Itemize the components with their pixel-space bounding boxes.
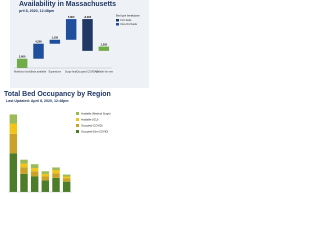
bar-segment bbox=[9, 114, 18, 124]
bar-segment bbox=[20, 163, 28, 168]
bar-segment bbox=[52, 173, 60, 178]
waterfall-bar bbox=[82, 19, 93, 51]
legend-swatch bbox=[76, 118, 79, 121]
legend-label: Occupied (Non-COVID) bbox=[81, 129, 108, 133]
legend-label: Occupied (COVID) bbox=[81, 123, 103, 127]
legend-swatch bbox=[76, 124, 79, 127]
bar-segment bbox=[41, 180, 50, 192]
waterfall-bar bbox=[33, 43, 44, 59]
chart-subtitle: Last Updated: April 8, 2020, 12:48pm bbox=[6, 99, 69, 103]
x-tick-label: Available for new bbox=[95, 71, 113, 74]
bar-segment bbox=[20, 167, 28, 174]
value-label: 1,100 bbox=[52, 35, 59, 39]
bar-segment bbox=[20, 173, 28, 192]
bar-segment bbox=[41, 173, 50, 177]
x-tick-label: Workforce beds bbox=[14, 71, 32, 74]
value-label: 1,200 bbox=[101, 42, 108, 46]
bar-segment bbox=[41, 171, 50, 174]
bar-segment bbox=[9, 123, 18, 134]
legend-swatch bbox=[76, 130, 79, 133]
chart-title: Total Bed Occupancy by Region bbox=[4, 91, 111, 98]
waterfall-bar bbox=[65, 19, 77, 40]
waterfall-bar bbox=[16, 58, 28, 68]
legend-swatch bbox=[116, 23, 119, 26]
legend-title: Bed type breakdown bbox=[116, 14, 140, 18]
legend-swatch bbox=[76, 112, 79, 115]
x-tick-label: Occupied COVID-19 bbox=[77, 71, 99, 74]
chart-subtitle: pril 8, 2020, 12:48pm bbox=[19, 9, 54, 13]
x-tick-label: Expansions bbox=[49, 71, 62, 74]
bar-segment bbox=[62, 178, 71, 182]
bar-segment bbox=[30, 168, 39, 172]
legend-label: Available (ICU) bbox=[81, 117, 99, 121]
value-label: 2,600 bbox=[19, 54, 26, 58]
bar-segment bbox=[30, 171, 39, 177]
page: Availability in Massachusetts pril 8, 20… bbox=[4, 0, 149, 193]
bar-segment bbox=[41, 176, 50, 181]
legend-label: Non-ICU beds bbox=[121, 22, 138, 26]
value-label: 5,800 bbox=[68, 15, 75, 19]
bar-segment bbox=[62, 174, 71, 177]
x-tick-label: Beds available bbox=[31, 71, 47, 74]
bar-segment bbox=[20, 159, 28, 164]
bar-segment bbox=[30, 164, 39, 169]
bar-segment bbox=[52, 177, 60, 192]
chart-title: Availability in Massachusetts bbox=[19, 1, 116, 8]
legend-swatch bbox=[116, 19, 119, 22]
bar-segment bbox=[30, 176, 39, 192]
legend-label: Available (Medical Surge) bbox=[81, 111, 111, 115]
legend-label: ICU beds bbox=[121, 18, 133, 22]
value-label: -8,900 bbox=[84, 15, 92, 19]
panel-background bbox=[10, 0, 149, 88]
bar-segment bbox=[62, 176, 71, 179]
bar-segment bbox=[9, 153, 18, 192]
waterfall-bar bbox=[49, 39, 61, 44]
bar-segment bbox=[62, 181, 71, 192]
bar-segment bbox=[9, 133, 18, 154]
bar-segment bbox=[52, 167, 60, 171]
bar-segment bbox=[52, 170, 60, 174]
waterfall-bar bbox=[98, 46, 110, 51]
value-label: 4,200 bbox=[35, 39, 42, 43]
x-tick-label: Surge beds bbox=[65, 71, 78, 74]
